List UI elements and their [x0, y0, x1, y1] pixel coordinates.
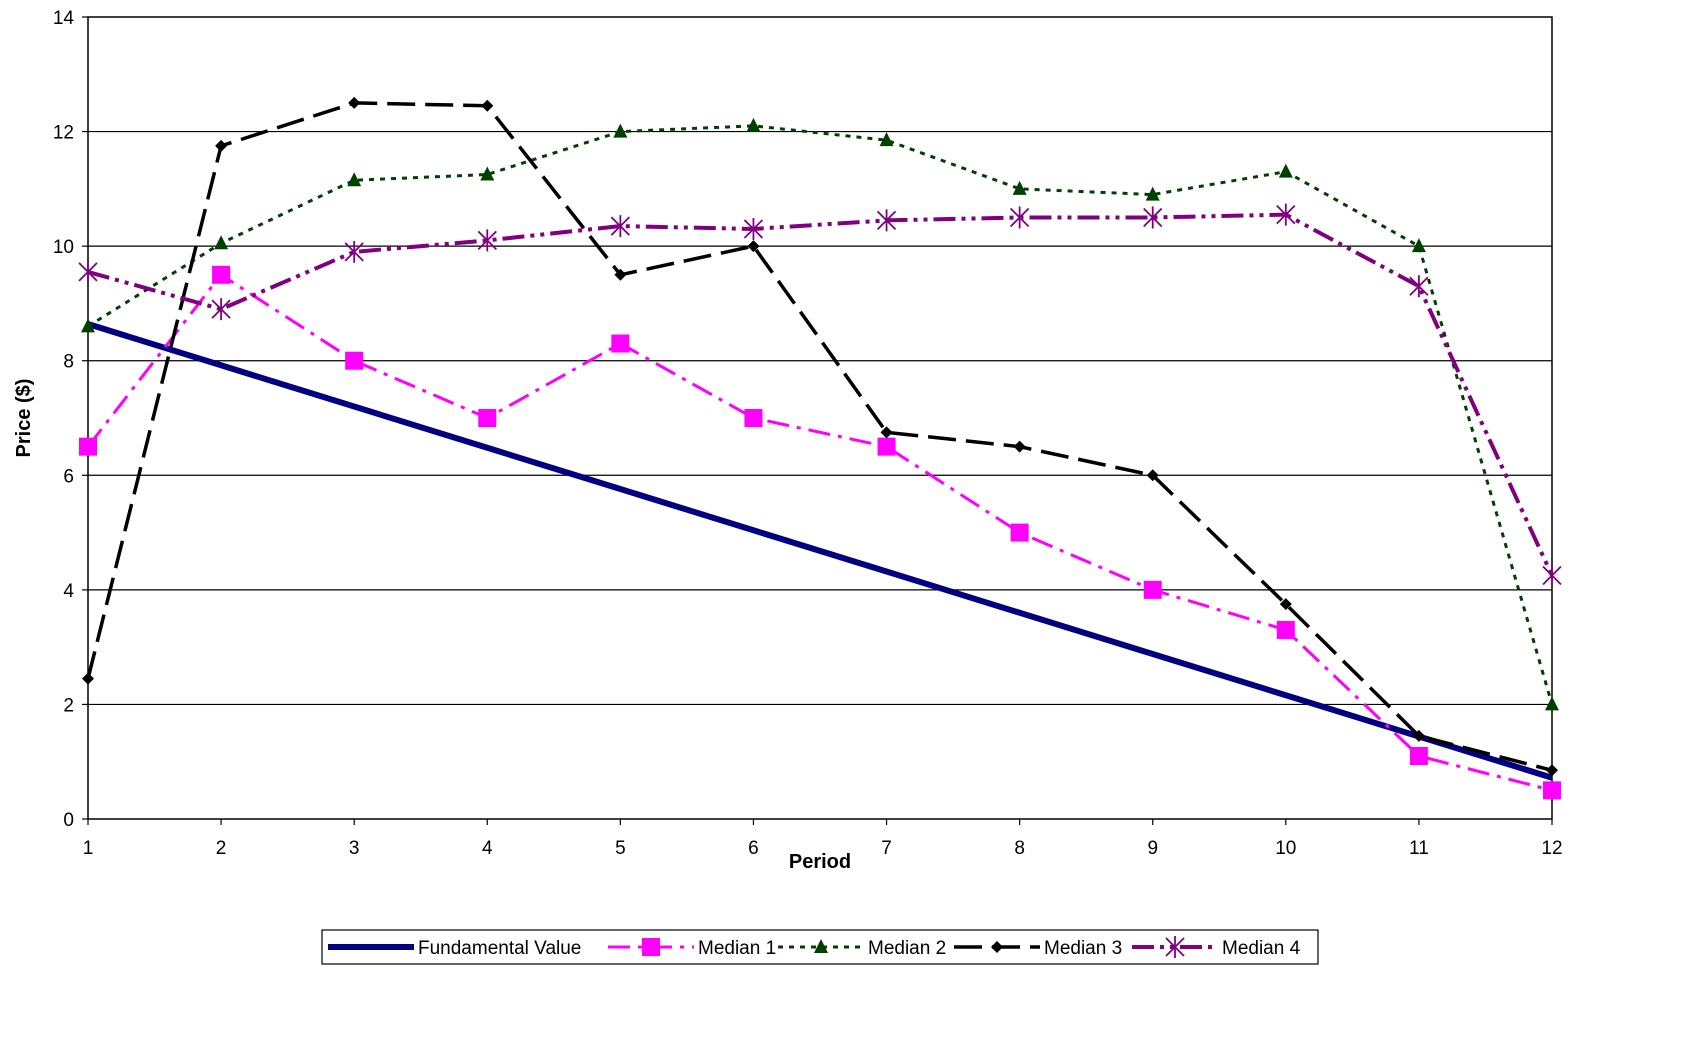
data-point: [1146, 469, 1159, 482]
data-point: [1411, 238, 1426, 253]
data-point: [215, 139, 228, 152]
series-line: [87, 124, 1554, 705]
x-tick-label: 3: [349, 838, 360, 859]
y-tick-label: 6: [63, 466, 74, 487]
data-point: [79, 437, 97, 456]
data-point: [743, 217, 764, 240]
data-point: [478, 409, 497, 427]
data-point: [477, 229, 497, 252]
data-point: [1013, 440, 1026, 453]
legend-label: Median 1: [698, 938, 776, 959]
x-tick-label: 10: [1275, 838, 1296, 859]
series-4: [82, 96, 1558, 777]
legend-marker: [814, 939, 828, 953]
x-tick-label: 11: [1409, 838, 1429, 859]
data-point: [481, 99, 494, 112]
legend-label: Median 4: [1222, 938, 1301, 959]
legend-label: Median 2: [868, 938, 946, 959]
legend-label: Median 3: [1044, 938, 1122, 959]
x-axis-title: Period: [789, 851, 851, 873]
x-tick-label: 1: [83, 838, 94, 859]
legend-marker: [642, 938, 660, 956]
series-2: [79, 265, 1561, 800]
y-tick-label: 8: [63, 352, 74, 373]
data-point: [744, 409, 763, 427]
data-point: [345, 351, 364, 370]
data-point: [876, 209, 897, 232]
data-point: [1279, 598, 1292, 611]
plot-area: [87, 16, 1553, 820]
x-tick-label: 4: [482, 838, 493, 859]
legend-marker: [1165, 936, 1185, 958]
data-point: [344, 240, 364, 263]
data-point: [1143, 206, 1163, 229]
data-point: [1546, 764, 1558, 777]
series-1: [87, 321, 1553, 781]
data-point: [1143, 580, 1162, 599]
data-point: [214, 235, 229, 250]
legend-marker: [991, 941, 1003, 953]
y-axis-title: Price ($): [13, 379, 35, 458]
legend: Fundamental Value Median 1 Median 2 Median …: [321, 929, 1319, 965]
series-5: [78, 203, 1562, 587]
y-tick-label: 10: [53, 237, 74, 258]
data-point: [746, 117, 761, 132]
data-point: [82, 672, 94, 685]
data-point: [1543, 781, 1561, 800]
x-tick-label: 9: [1147, 838, 1158, 859]
x-tick-label: 2: [216, 838, 227, 859]
data-point: [348, 96, 361, 109]
y-tick-label: 2: [63, 695, 74, 716]
x-tick-label: 7: [881, 838, 892, 859]
data-point: [747, 240, 760, 253]
x-tick-label: 5: [615, 838, 626, 859]
data-point: [1010, 523, 1029, 542]
series-line: [86, 273, 1553, 792]
data-point: [877, 437, 896, 456]
data-point: [880, 426, 893, 439]
data-point: [613, 123, 628, 138]
y-tick-label: 14: [53, 8, 75, 29]
x-tick-label: 12: [1541, 838, 1562, 859]
y-tick-label: 12: [53, 123, 74, 144]
data-point: [879, 132, 894, 147]
data-point: [1276, 203, 1296, 226]
data-point: [610, 215, 631, 238]
legend-label: Fundamental Value: [418, 938, 581, 959]
data-point: [1276, 620, 1295, 639]
data-point: [1542, 564, 1562, 587]
data-point: [1412, 729, 1425, 742]
data-point: [480, 166, 495, 181]
series-line: [87, 212, 1554, 577]
data-point: [1145, 186, 1160, 201]
data-point: [211, 298, 231, 321]
y-tick-label: 4: [63, 581, 74, 602]
data-point: [212, 265, 231, 284]
x-tick-label: 8: [1014, 838, 1025, 859]
data-point: [347, 172, 362, 187]
series-line: [86, 101, 1553, 773]
series-lines: [78, 96, 1562, 800]
data-point: [1545, 696, 1559, 711]
data-point: [1012, 180, 1027, 195]
data-point: [81, 318, 95, 333]
y-tick-label: 0: [63, 810, 74, 831]
data-point: [1409, 275, 1429, 298]
data-point: [1010, 206, 1030, 229]
x-tick-label: 6: [748, 838, 759, 859]
series-3: [81, 117, 1559, 711]
data-point: [1278, 163, 1293, 178]
gridlines: [88, 130, 1552, 706]
series-line: [87, 321, 1553, 781]
data-point: [78, 260, 98, 283]
data-point: [611, 334, 630, 353]
data-point: [1409, 746, 1428, 765]
data-point: [614, 268, 627, 281]
